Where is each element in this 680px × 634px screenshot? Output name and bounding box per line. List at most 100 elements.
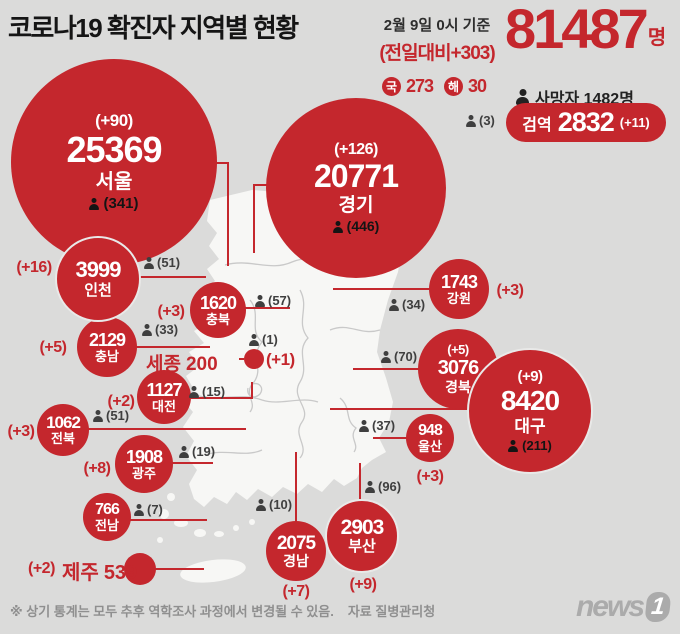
gyeongnam-deaths: (10) [256,497,292,512]
person-icon [466,115,476,127]
region-deaths: (446) [346,218,380,235]
region-value: 2129 [88,329,126,350]
jeju-dot [124,553,156,585]
jeonnam-deaths: (7) [134,502,163,517]
jeju-island [180,559,246,583]
region-bubble-seoul: (+90) 25369 서울 (341) [11,59,217,265]
quarantine-badge: 검역 2832 (+11) [506,103,666,142]
region-value: 20771 [314,158,399,195]
region-delta: (+90) [95,111,133,131]
region-value: 766 [95,500,120,518]
region-name: 울산 [418,438,442,454]
region-bubble-daejeon: 1127 대전 [137,370,191,424]
busan-deaths: (96) [365,479,401,494]
busan-delta: (+9) [349,576,377,593]
chungbuk-deaths: (57) [255,293,291,308]
region-value: 948 [418,421,443,439]
person-icon [389,299,399,311]
gangwon-deaths: (34) [389,297,425,312]
region-bubble-gyeonggi: (+126) 20771 경기 (446) [266,98,446,278]
person-icon [179,446,189,458]
region-value: 200 [185,354,218,375]
daejeon-delta: (+2) [107,393,135,410]
region-name: 경남 [283,552,309,569]
overseas-count: 30 [468,76,487,96]
region-name: 전남 [95,517,119,533]
region-value: 3999 [75,257,122,283]
region-value: 25369 [66,129,162,171]
gyeongbuk-deaths: (70) [381,349,417,364]
region-value: 2903 [340,515,385,539]
chungbuk-delta: (+3) [157,303,185,320]
person-icon [332,221,343,233]
jeju-delta: (+2) [28,560,55,577]
region-name: 충북 [206,311,230,327]
daily-change: (전일대비+303) [379,43,495,64]
region-value: 3076 [437,357,479,380]
region-value: 1743 [440,271,478,292]
incheon-deaths: (51) [144,255,180,270]
region-bubble-chungnam: 2129 충남 [77,317,137,377]
footer-note-row: ※ 상기 통계는 모두 추후 역학조사 과정에서 변경될 수 있음. 자료 질병… [10,601,435,620]
connector-seoul [216,162,229,266]
region-delta: (+5) [447,341,469,357]
person-icon [359,420,369,432]
region-name: 제주 [62,562,99,584]
ulsan-delta: (+3) [416,468,444,485]
person-icon [365,481,375,493]
region-delta: (+9) [517,367,543,385]
region-value: 1908 [125,446,163,467]
incheon-delta: (+16) [16,259,52,276]
chungnam-deaths: (33) [142,322,178,337]
person-icon [89,198,100,211]
region-bubble-ulsan: 948 울산 [406,414,454,462]
person-icon [142,324,152,336]
sejong-deaths: (1) [249,332,278,347]
person-icon [189,386,199,398]
region-bubble-incheon: 3999 인천 [55,236,141,322]
region-name: 대전 [152,398,176,414]
quarantine-deaths: (3) [466,113,495,128]
region-bubble-chungbuk: 1620 충북 [190,282,246,338]
region-name: 서울 [95,170,133,193]
person-icon [144,257,154,269]
region-value: 539 [103,562,138,584]
region-name: 강원 [447,290,471,306]
total-confirmed-number: 81487 [505,0,649,60]
domestic-badge-icon: 국 [382,77,401,96]
gwangju-delta: (+8) [83,460,111,477]
region-name: 충남 [95,348,119,364]
person-icon [256,499,266,511]
person-icon [249,334,259,346]
region-bubble-gangwon: 1743 강원 [429,259,489,319]
connector-daejeon [190,382,253,399]
sejong-dot [244,349,264,369]
gangwon-delta: (+3) [496,282,524,299]
page-title: 코로나19 확진자 지역별 현황 [8,13,299,43]
region-deaths: (341) [103,194,139,212]
region-bubble-gwangju: 1908 광주 [115,435,173,493]
region-value: 1062 [46,413,81,433]
region-value: 8420 [500,385,560,417]
region-value: 1127 [146,379,182,400]
region-name: 전북 [51,431,75,447]
total-confirmed: 81487 명 [505,0,666,59]
person-icon [508,440,519,453]
person-icon [134,504,144,516]
person-icon [516,89,529,105]
total-confirmed-unit: 명 [647,26,667,49]
sejong-delta: (+1) [266,350,295,369]
ulsan-deaths: (37) [359,418,395,433]
gwangju-deaths: (19) [179,444,215,459]
region-name: 세종 [146,354,181,375]
region-name: 경기 [338,194,374,216]
gyeongnam-delta: (+7) [282,583,310,600]
region-bubble-busan: 2903 부산 [325,499,399,573]
date-note: 2월 9일 0시 기준 [383,17,491,34]
region-value: 1620 [199,292,237,313]
region-name: 부산 [348,538,376,556]
domestic-count: 273 [406,76,434,96]
person-icon [381,351,391,363]
daejeon-deaths: (15) [189,384,225,399]
